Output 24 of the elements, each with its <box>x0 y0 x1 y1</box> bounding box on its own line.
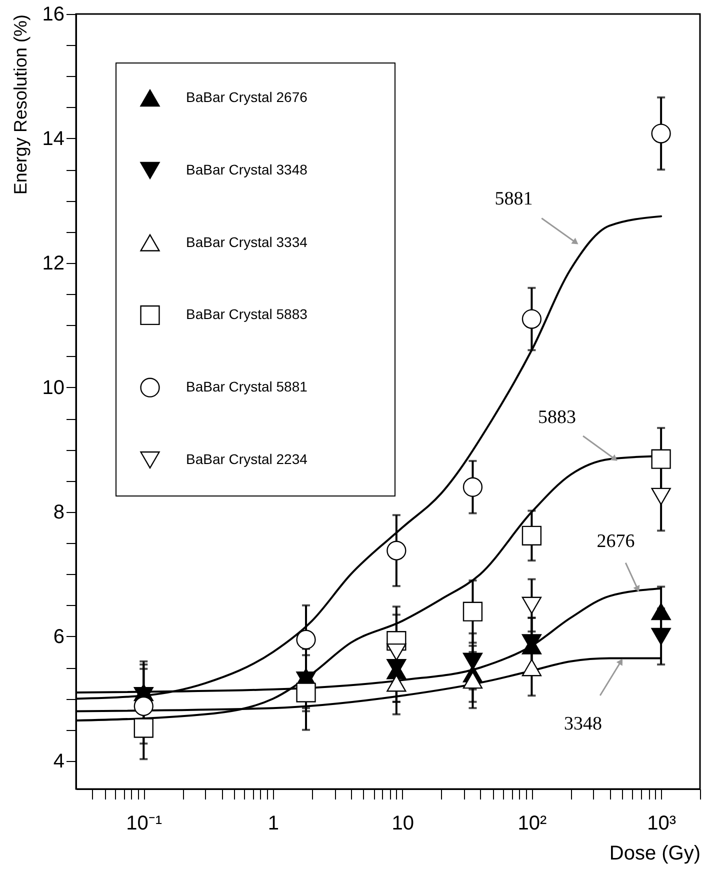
y-tick-label: 14 <box>42 128 64 150</box>
annotation: 3348 <box>564 713 602 734</box>
legend-label: BaBar Crystal 2676 <box>186 89 308 105</box>
annotation: 5881 <box>494 188 533 210</box>
y-tick-label: 10 <box>42 376 64 399</box>
x-tick-label: 10³ <box>647 812 676 834</box>
x-tick-label: 10 <box>392 812 414 834</box>
annotation: 2676 <box>596 531 635 552</box>
y-tick-label: 16 <box>42 4 64 26</box>
annotation: 5883 <box>538 407 576 428</box>
y-tick-label: 4 <box>53 750 64 772</box>
y-axis-title: Energy Resolution (%) <box>10 14 30 195</box>
x-tick-label: 10⁻¹ <box>126 812 162 834</box>
x-tick-label: 1 <box>268 812 280 834</box>
legend-label: BaBar Crystal 3334 <box>186 234 308 250</box>
x-axis-title: Dose (Gy) <box>609 842 700 864</box>
y-tick-label: 12 <box>42 252 64 274</box>
legend-label: BaBar Crystal 5881 <box>186 378 308 395</box>
x-tick-label: 10² <box>518 812 547 834</box>
y-tick-label: 8 <box>53 501 64 524</box>
legend-label: BaBar Crystal 2234 <box>186 451 308 467</box>
legend-label: BaBar Crystal 3348 <box>186 161 308 178</box>
y-tick-label: 6 <box>53 626 64 648</box>
legend-label: BaBar Crystal 5883 <box>186 306 308 322</box>
